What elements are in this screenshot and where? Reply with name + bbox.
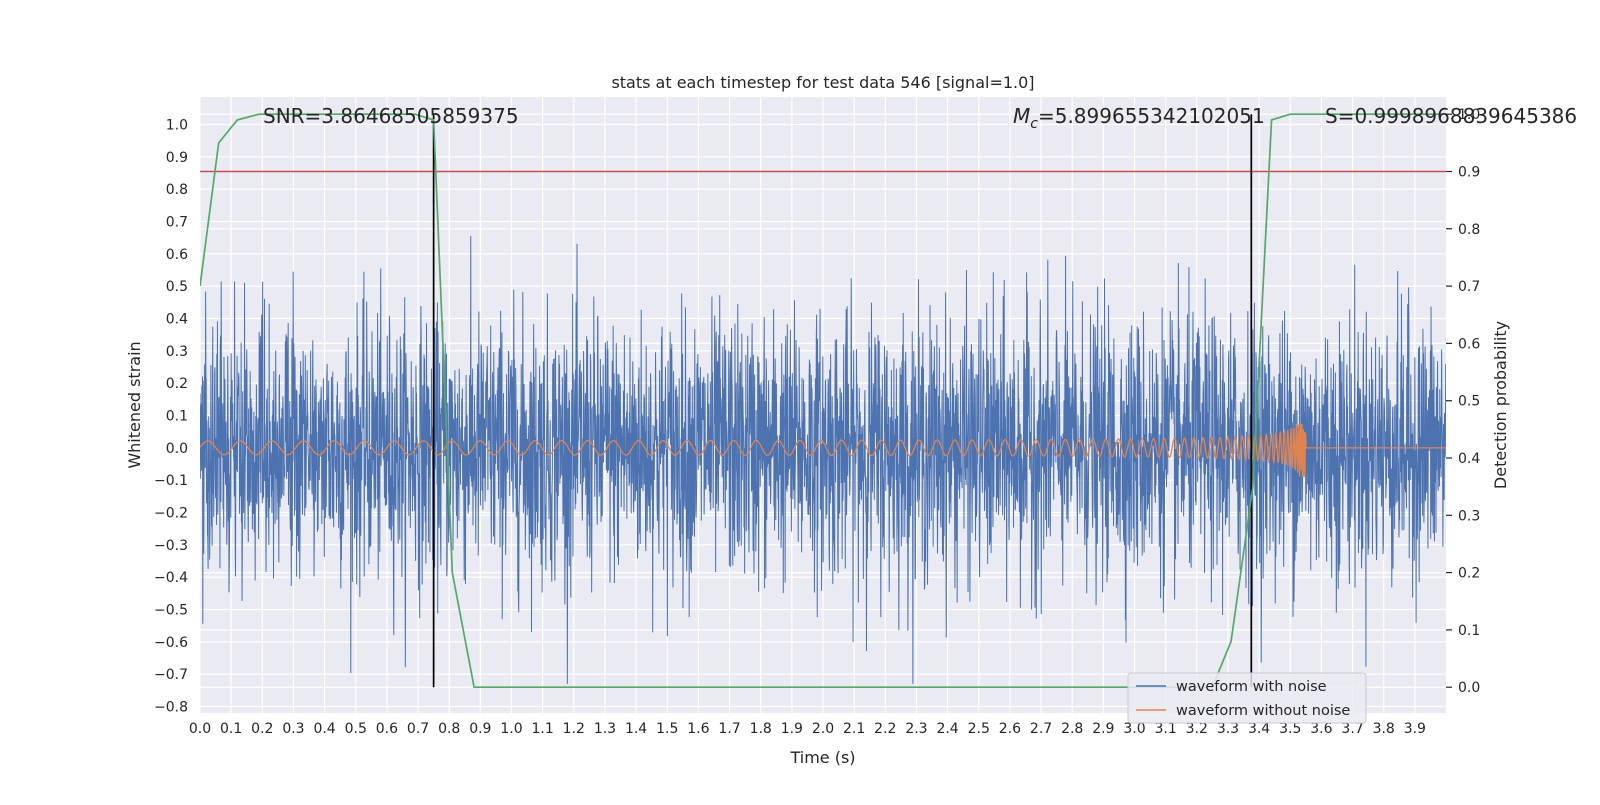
- x-tick-label: 3.5: [1279, 721, 1301, 737]
- y-tick-label: 0.7: [166, 214, 188, 230]
- x-tick-label: 3.3: [1217, 721, 1239, 737]
- y2-axis-ticks: 1.0 0.9 0.8 0.7 0.6 0.5 0.4 0.3 0.2 0.1 0.0: [1446, 107, 1480, 696]
- s-annotation: S=0.9998968839645386: [1325, 104, 1577, 128]
- y-tick-label: 0.6: [166, 247, 188, 263]
- x-tick-label: 3.0: [1123, 721, 1145, 737]
- x-tick-label: 0.4: [313, 721, 335, 737]
- x-tick-label: 0.6: [376, 721, 398, 737]
- mc-annotation: Mc=5.899655342102051: [1013, 104, 1265, 132]
- x-tick-label: 3.6: [1310, 721, 1332, 737]
- y-tick-label: 0.3: [166, 344, 188, 360]
- y-tick-label: −0.2: [154, 506, 188, 522]
- x-tick-label: 3.9: [1404, 721, 1426, 737]
- x-tick-label: 1.4: [625, 721, 647, 737]
- x-tick-label: 2.1: [843, 721, 865, 737]
- y2-tick-label: 0.6: [1458, 336, 1480, 352]
- x-tick-label: 0.8: [438, 721, 460, 737]
- x-tick-label: 1.8: [750, 721, 772, 737]
- x-tick-label: 3.2: [1186, 721, 1208, 737]
- chart-title: stats at each timestep for test data 546…: [611, 73, 1034, 92]
- y2-tick-label: 0.2: [1458, 566, 1480, 582]
- x-tick-label: 1.6: [687, 721, 709, 737]
- x-tick-label: 1.1: [532, 721, 554, 737]
- x-tick-label: 3.8: [1373, 721, 1395, 737]
- x-tick-label: 2.8: [1061, 721, 1083, 737]
- y-tick-label: 0.8: [166, 182, 188, 198]
- x-axis-ticks: 0.0 0.1 0.2 0.3 0.4 0.5 0.6 0.7 0.8 0.9 1.0 1.1 1.2 1…: [189, 721, 1426, 737]
- y2-tick-label: 0.0: [1458, 680, 1480, 696]
- series-waveform-with-noise: [200, 236, 1446, 684]
- series-waveform-without-noise: [200, 422, 1446, 477]
- y2-tick-label: 0.3: [1458, 508, 1480, 524]
- x-tick-label: 0.0: [189, 721, 211, 737]
- y-tick-label: 0.9: [166, 150, 188, 166]
- x-tick-label: 2.0: [812, 721, 834, 737]
- x-tick-label: 2.5: [968, 721, 990, 737]
- y-tick-label: 0.2: [166, 376, 188, 392]
- x-tick-label: 2.3: [905, 721, 927, 737]
- x-tick-label: 3.1: [1155, 721, 1177, 737]
- y-axis-ticks: 1.0 0.9 0.8 0.7 0.6 0.5 0.4 0.3 0.2 0.1 0.0 −0.1 −0.…: [154, 117, 188, 715]
- y2-tick-label: 0.1: [1458, 623, 1480, 639]
- y2-tick-label: 0.4: [1458, 451, 1480, 467]
- x-tick-label: 2.4: [936, 721, 958, 737]
- y-tick-label: −0.5: [154, 603, 188, 619]
- y-tick-label: −0.8: [154, 700, 188, 716]
- y-tick-label: −0.6: [154, 635, 188, 651]
- y-tick-label: −0.7: [154, 667, 188, 683]
- x-tick-label: 1.2: [563, 721, 585, 737]
- y-tick-label: 0.1: [166, 409, 188, 425]
- x-tick-label: 0.5: [345, 721, 367, 737]
- x-tick-label: 1.3: [594, 721, 616, 737]
- legend-box: [1127, 672, 1367, 724]
- mc-value: =5.899655342102051: [1038, 104, 1265, 128]
- y2-axis-label: Detection probability: [1491, 321, 1510, 489]
- y2-tick-label: 0.9: [1458, 164, 1480, 180]
- y2-tick-label: 0.8: [1458, 222, 1480, 238]
- y-tick-label: −0.3: [154, 538, 188, 554]
- y2-tick-label: 1.0: [1458, 107, 1480, 123]
- mc-subscript: c: [1030, 116, 1038, 132]
- x-tick-label: 1.0: [500, 721, 522, 737]
- x-tick-label: 0.7: [407, 721, 429, 737]
- y-tick-label: −0.4: [154, 570, 188, 586]
- grid: [199, 97, 1446, 713]
- x-tick-label: 0.2: [251, 721, 273, 737]
- x-tick-label: 2.9: [1092, 721, 1114, 737]
- y2-tick-label: 0.5: [1458, 394, 1480, 410]
- x-tick-label: 3.7: [1341, 721, 1363, 737]
- series-detection-probability: [200, 113, 1443, 689]
- legend-label-waveform-without-noise: waveform without noise: [1176, 703, 1350, 719]
- x-tick-label: 2.2: [874, 721, 896, 737]
- y-tick-label: 1.0: [166, 117, 188, 133]
- x-axis-label: Time (s): [789, 748, 855, 767]
- x-tick-label: 2.7: [1030, 721, 1052, 737]
- x-tick-label: 1.5: [656, 721, 678, 737]
- x-tick-label: 1.9: [781, 721, 803, 737]
- y-tick-label: 0.5: [166, 279, 188, 295]
- y-tick-label: −0.1: [154, 473, 188, 489]
- x-tick-label: 0.1: [220, 721, 242, 737]
- snr-annotation: SNR=3.86468505859375: [263, 104, 519, 128]
- x-tick-label: 3.4: [1248, 721, 1270, 737]
- x-tick-label: 0.9: [469, 721, 491, 737]
- y-tick-label: 0.4: [166, 312, 188, 328]
- x-tick-label: 1.7: [718, 721, 740, 737]
- y-axis-label: Whitened strain: [125, 341, 144, 468]
- mc-symbol: M: [1013, 104, 1030, 128]
- x-tick-label: 2.6: [999, 721, 1021, 737]
- legend-label-waveform-with-noise: waveform with noise: [1176, 679, 1327, 695]
- y2-tick-label: 0.7: [1458, 279, 1480, 295]
- x-tick-label: 0.3: [282, 721, 304, 737]
- y-tick-label: 0.0: [166, 441, 188, 457]
- legend: waveform with noise waveform without noi…: [1127, 672, 1367, 724]
